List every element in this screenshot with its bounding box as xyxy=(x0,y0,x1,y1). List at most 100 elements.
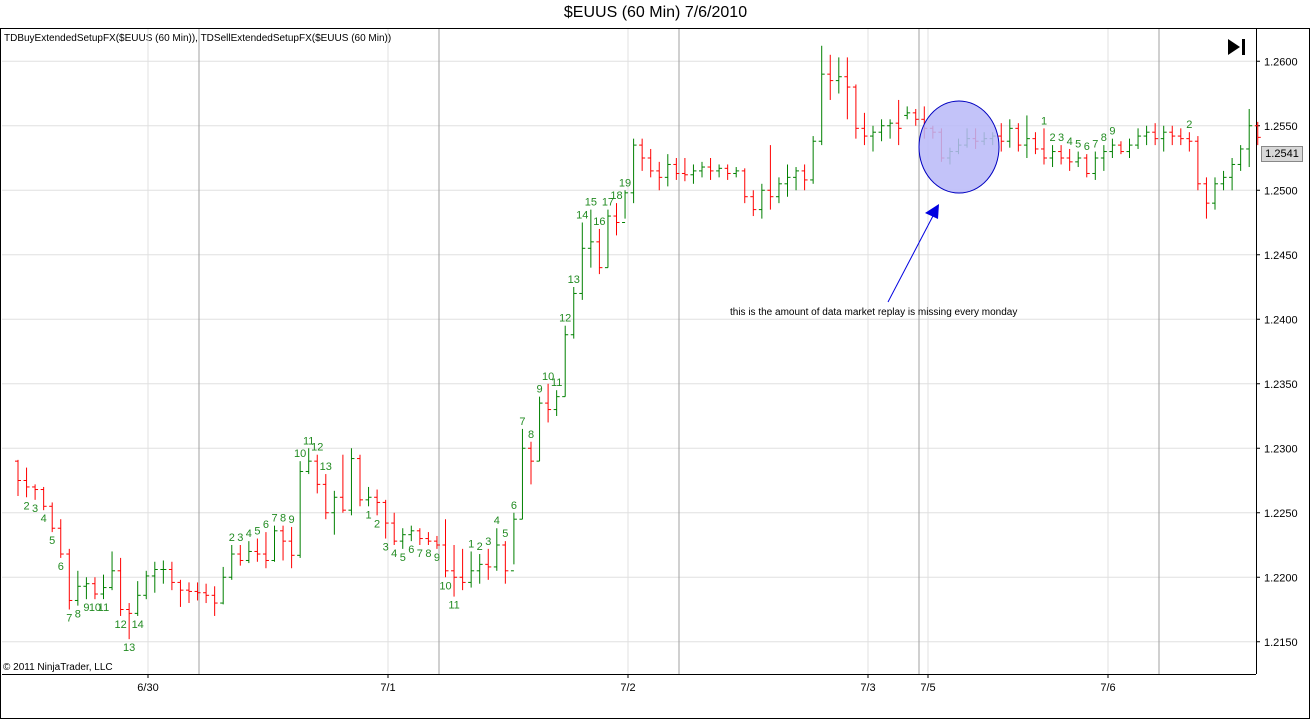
td-count-label: 6 xyxy=(263,519,269,531)
ohlc-bar xyxy=(220,566,227,605)
td-count-label: 2 xyxy=(23,500,29,512)
ohlc-bar xyxy=(1117,141,1124,155)
td-count-label: 2 xyxy=(1049,132,1055,144)
annotation-text: this is the amount of data market replay… xyxy=(730,307,1018,318)
ohlc-bar xyxy=(23,467,30,498)
td-count-label: 8 xyxy=(1101,132,1107,144)
ohlc-bar xyxy=(339,454,346,513)
td-count-label: 2 xyxy=(1186,119,1192,131)
ohlc-bar xyxy=(1023,115,1030,158)
ohlc-bar xyxy=(194,582,201,601)
ohlc-bar xyxy=(237,545,244,566)
ohlc-bar xyxy=(1220,170,1227,191)
ohlc-bar xyxy=(126,603,133,640)
ohlc-bar xyxy=(870,125,876,152)
x-tick-label: 7/6 xyxy=(1100,682,1115,694)
ohlc-bar xyxy=(741,168,748,204)
td-count-label: 10 xyxy=(439,580,451,592)
ohlc-bar xyxy=(510,512,517,572)
ohlc-bar xyxy=(331,490,338,535)
ohlc-bar xyxy=(297,461,304,558)
ohlc-bar xyxy=(1006,119,1013,148)
ohlc-bar xyxy=(160,560,167,584)
ohlc-bar xyxy=(442,519,449,578)
ohlc-bar xyxy=(758,183,765,219)
ohlc-bar xyxy=(1186,132,1193,152)
ohlc-bar xyxy=(519,428,526,520)
ohlc-bar xyxy=(168,561,175,591)
td-count-label: 5 xyxy=(400,552,406,564)
ohlc-bar xyxy=(767,145,774,210)
td-count-label: 7 xyxy=(519,416,525,428)
ohlc-bar xyxy=(74,570,81,606)
annotation-arrow xyxy=(887,213,935,303)
ohlc-bar xyxy=(91,577,98,600)
x-tick-label: 7/5 xyxy=(920,682,935,694)
td-count-label: 13 xyxy=(320,461,332,473)
ohlc-bar xyxy=(262,532,269,569)
indicator-label: TDBuyExtendedSetupFX($EUUS (60 Min)), TD… xyxy=(4,33,392,44)
ohlc-bar xyxy=(1152,123,1159,146)
td-count-label: 6 xyxy=(511,500,517,512)
ohlc-bar xyxy=(1143,125,1150,146)
x-tick-label: 7/1 xyxy=(380,682,395,694)
td-count-label: 8 xyxy=(280,513,286,525)
play-end-icon[interactable] xyxy=(1226,37,1248,57)
td-count-label: 9 xyxy=(536,384,542,396)
ohlc-bar xyxy=(1246,108,1253,168)
ohlc-bar xyxy=(733,167,740,178)
ohlc-bar xyxy=(570,287,577,339)
ohlc-bar xyxy=(724,164,731,180)
ohlc-bar xyxy=(827,54,834,100)
ohlc-bar xyxy=(716,164,723,178)
ohlc-bar xyxy=(57,519,64,558)
last-price-marker: 1.2541 xyxy=(1261,146,1303,162)
ohlc-bar xyxy=(83,577,90,600)
y-tick-label: 1.2400 xyxy=(1264,314,1298,326)
y-tick-label: 1.2300 xyxy=(1264,443,1298,455)
ohlc-bar xyxy=(1083,154,1090,178)
td-count-label: 10 xyxy=(294,448,306,460)
ohlc-bar xyxy=(699,161,705,178)
td-count-label: 4 xyxy=(494,515,500,527)
ohlc-bar xyxy=(1041,128,1047,165)
ohlc-bar xyxy=(587,209,594,268)
ohlc-bar xyxy=(1254,121,1261,146)
ohlc-bar xyxy=(681,158,688,182)
ohlc-bar xyxy=(1015,123,1022,152)
ohlc-bar xyxy=(408,525,415,542)
td-count-label: 2 xyxy=(229,532,235,544)
td-count-label: 19 xyxy=(619,177,631,189)
ohlc-bar xyxy=(1066,148,1073,171)
td-count-label: 7 xyxy=(271,513,277,525)
ohlc-bar xyxy=(211,586,218,616)
ohlc-bar xyxy=(673,158,680,180)
y-tick-label: 1.2200 xyxy=(1264,572,1298,584)
ohlc-bar xyxy=(1075,151,1082,168)
ohlc-bar xyxy=(1237,145,1244,171)
td-count-label: 7 xyxy=(417,548,423,560)
ohlc-bar xyxy=(1032,132,1039,155)
ohlc-bar xyxy=(528,441,534,485)
ohlc-bar xyxy=(280,525,287,561)
td-count-label: 5 xyxy=(1075,139,1081,151)
ohlc-bar xyxy=(647,148,654,178)
x-tick-label: 7/3 xyxy=(860,682,875,694)
ohlc-bar xyxy=(288,526,295,569)
ohlc-bar xyxy=(502,541,509,584)
ohlc-bar xyxy=(468,551,475,588)
td-count-label: 1 xyxy=(365,509,371,521)
ohlc-bar xyxy=(476,554,483,584)
ohlc-bar xyxy=(775,177,782,204)
ohlc-bar xyxy=(15,459,21,496)
ohlc-bar xyxy=(536,396,543,462)
ohlc-bar xyxy=(596,228,603,275)
ohlc-bar xyxy=(630,138,637,204)
ohlc-bar xyxy=(604,209,611,269)
td-count-label: 13 xyxy=(568,274,580,286)
ohlc-bar xyxy=(451,545,458,597)
td-count-label: 5 xyxy=(254,526,260,538)
ohlc-bar xyxy=(271,525,278,562)
